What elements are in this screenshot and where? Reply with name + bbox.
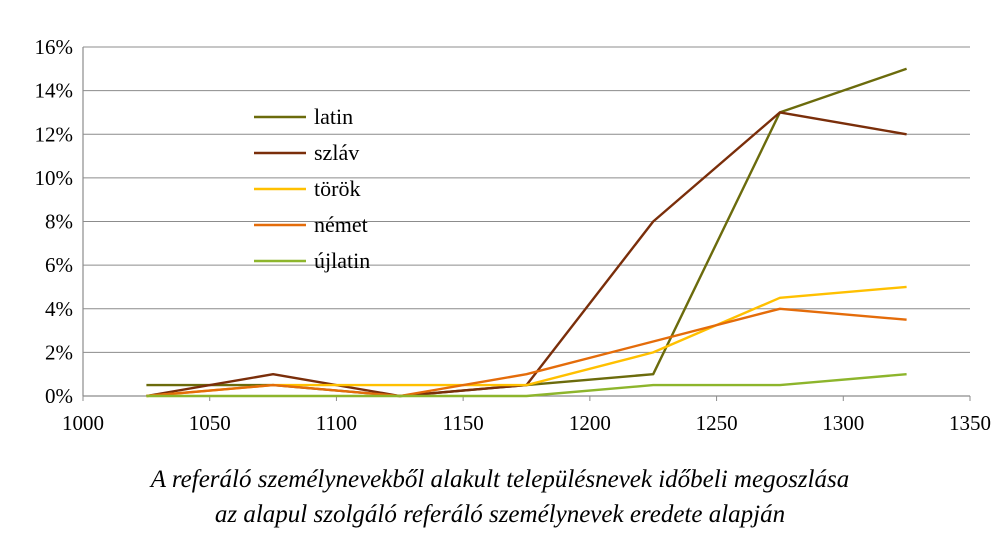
- series-line-4: [146, 373, 907, 398]
- y-tick-label: 8%: [45, 210, 73, 234]
- legend-label: német: [314, 212, 368, 237]
- gridlines: [83, 46, 970, 353]
- y-tick-label: 12%: [35, 122, 74, 146]
- y-tick-label: 0%: [45, 384, 73, 408]
- line-chart: 0%2%4%6%8%10%12%14%16% 1000 1050 1100 1150 1…: [35, 35, 992, 435]
- legend-label: török: [314, 176, 360, 201]
- y-tick-label: 2%: [45, 340, 73, 364]
- x-tick-label: 1300: [822, 411, 864, 435]
- x-tick-label: 1350: [949, 411, 991, 435]
- series-line-3: [146, 307, 907, 398]
- y-tick-label: 4%: [45, 297, 73, 321]
- x-tick-label: 1150: [443, 411, 484, 435]
- x-axis-ticks: 1000 1050 1100 1150 1200 1250 1300 1350: [62, 396, 991, 435]
- y-tick-label: 10%: [35, 166, 74, 190]
- legend-label: latin: [314, 104, 353, 129]
- y-tick-label: 16%: [35, 35, 74, 59]
- caption-line-1: A referáló személynevekből alakult telep…: [150, 466, 850, 493]
- x-tick-label: 1200: [569, 411, 611, 435]
- x-tick-label: 1250: [696, 411, 738, 435]
- x-tick-label: 1000: [62, 411, 104, 435]
- series-lines: [146, 67, 907, 398]
- legend: latin szláv török német újlatin: [254, 104, 370, 273]
- y-tick-label: 6%: [45, 253, 73, 277]
- x-tick-label: 1100: [316, 411, 357, 435]
- series-line-1: [146, 111, 907, 398]
- x-tick-label: 1050: [189, 411, 231, 435]
- y-axis-ticks: 0% 2% 4% 6% 8% 10% 12% 14% 16%: [35, 35, 74, 408]
- y-tick-label: 14%: [35, 79, 74, 103]
- caption-line-2: az alapul szolgáló referáló személynevek…: [214, 501, 786, 528]
- legend-label: újlatin: [314, 248, 370, 273]
- series-line-2: [146, 285, 907, 398]
- legend-label: szláv: [314, 140, 359, 165]
